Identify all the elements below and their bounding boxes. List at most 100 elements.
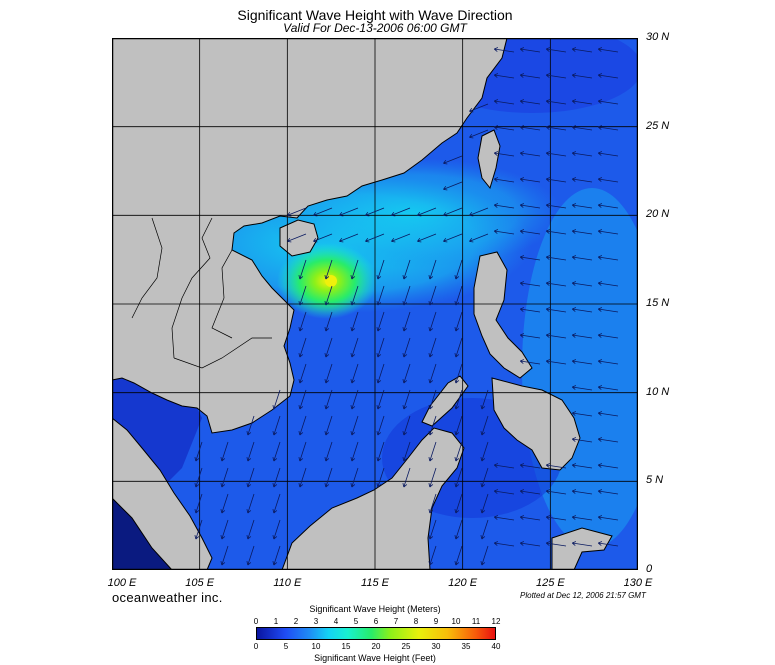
wave-direction-arrow — [545, 515, 567, 521]
wave-direction-arrow — [402, 363, 411, 384]
wave-direction-arrow — [428, 363, 437, 384]
wave-direction-arrow — [493, 203, 515, 209]
wave-direction-arrow — [493, 515, 515, 521]
peak-wave-marker — [325, 275, 337, 287]
wave-direction-arrow — [298, 259, 307, 280]
wave-direction-arrow — [454, 415, 463, 436]
wave-direction-arrow — [324, 467, 333, 488]
wave-direction-arrow — [519, 229, 541, 235]
wave-direction-arrow — [443, 155, 463, 165]
colorbar-title-feet: Significant Wave Height (Feet) — [314, 653, 436, 663]
wave-direction-arrow — [246, 441, 255, 462]
wave-direction-arrow — [350, 337, 359, 358]
wave-direction-arrow — [519, 515, 541, 521]
wave-direction-arrow — [272, 519, 281, 540]
wave-direction-arrow — [454, 363, 463, 384]
wave-direction-arrow — [545, 177, 567, 183]
wave-direction-arrow — [298, 337, 307, 358]
wave-direction-arrow — [571, 99, 593, 105]
wave-direction-arrow — [571, 229, 593, 235]
wave-direction-arrow — [545, 125, 567, 131]
wave-direction-arrow — [350, 311, 359, 332]
wave-direction-arrow — [493, 125, 515, 131]
wave-direction-arrow — [428, 311, 437, 332]
wave-direction-arrow — [376, 389, 385, 410]
latitude-label: 15 N — [646, 297, 670, 309]
colorbar-meter-tick: 12 — [491, 617, 501, 626]
wave-direction-arrow — [571, 359, 593, 365]
wave-direction-arrow — [298, 441, 307, 462]
land-mindanao — [491, 377, 581, 471]
wave-direction-arrow — [597, 151, 619, 157]
wave-direction-arrow — [493, 541, 515, 547]
wave-direction-arrow — [324, 415, 333, 436]
wave-direction-arrow — [597, 307, 619, 313]
wave-direction-arrow — [428, 493, 437, 514]
lat-lon-grid — [112, 38, 638, 570]
colorbar-feet-tick: 15 — [341, 642, 351, 651]
wave-direction-arrow — [454, 311, 463, 332]
wave-direction-arrow — [454, 467, 463, 488]
land-borneo — [281, 427, 465, 570]
wave-direction-arrow — [454, 389, 463, 410]
longitude-label: 125 E — [535, 577, 565, 589]
wave-direction-arrow — [469, 103, 489, 113]
wave-direction-arrow — [571, 47, 593, 53]
colorbar-meter-tick: 9 — [433, 617, 439, 626]
wave-direction-arrow — [480, 467, 489, 488]
wave-direction-arrow — [272, 415, 281, 436]
wave-direction-arrow — [571, 411, 593, 417]
wave-direction-arrow — [220, 545, 229, 566]
wave-direction-arrow — [545, 489, 567, 495]
wave-direction-arrow — [597, 359, 619, 365]
colorbar-meter-tick: 5 — [353, 617, 359, 626]
colorbar — [256, 627, 496, 640]
wave-direction-arrow — [519, 463, 541, 469]
wave-direction-arrow — [571, 385, 593, 391]
wave-direction-arrow — [287, 233, 307, 243]
wave-direction-arrow — [428, 467, 437, 488]
wave-direction-arrow — [519, 255, 541, 261]
wave-direction-arrow — [376, 311, 385, 332]
wave-direction-arrow — [480, 389, 489, 410]
wave-direction-arrow — [454, 337, 463, 358]
wave-direction-arrow — [402, 389, 411, 410]
colorbar-meter-tick: 10 — [451, 617, 461, 626]
wave-direction-arrow — [519, 203, 541, 209]
wave-direction-arrow — [350, 441, 359, 462]
land-taiwan — [477, 129, 501, 190]
wave-direction-arrow — [571, 333, 593, 339]
wave-direction-arrow — [545, 203, 567, 209]
wave-direction-arrow — [519, 47, 541, 53]
wave-direction-arrow — [246, 545, 255, 566]
wave-direction-arrow — [519, 359, 541, 365]
wave-direction-arrow — [545, 463, 567, 469]
colorbar-meter-tick: 4 — [333, 617, 339, 626]
wave-direction-arrow — [493, 489, 515, 495]
wave-direction-arrow — [493, 177, 515, 183]
wave-direction-arrow — [220, 519, 229, 540]
colorbar-meter-tick: 1 — [273, 617, 279, 626]
colorbar-meter-tick: 2 — [293, 617, 299, 626]
wave-direction-arrow — [339, 233, 359, 243]
latitude-label: 10 N — [646, 385, 670, 398]
longitude-label: 105 E — [185, 577, 215, 589]
colorbar-meter-tick: 6 — [373, 617, 379, 626]
wave-direction-arrow — [220, 467, 229, 488]
wave-direction-arrow — [402, 337, 411, 358]
wave-direction-arrow — [469, 129, 489, 139]
wave-direction-arrow — [428, 415, 437, 436]
wave-direction-arrow — [376, 337, 385, 358]
wave-direction-arrow — [571, 515, 593, 521]
wave-direction-arrow — [402, 285, 411, 306]
wave-direction-arrow — [350, 259, 359, 280]
colorbar-meter-tick: 8 — [413, 617, 419, 626]
wave-direction-arrow — [519, 541, 541, 547]
wave-direction-arrow — [350, 467, 359, 488]
colorbar-feet-tick: 35 — [461, 642, 471, 651]
wave-direction-arrow — [480, 415, 489, 436]
colorbar-feet-tick: 10 — [311, 642, 321, 651]
wave-direction-arrow — [545, 255, 567, 261]
wave-direction-arrow — [519, 333, 541, 339]
land-hainan — [279, 219, 319, 257]
